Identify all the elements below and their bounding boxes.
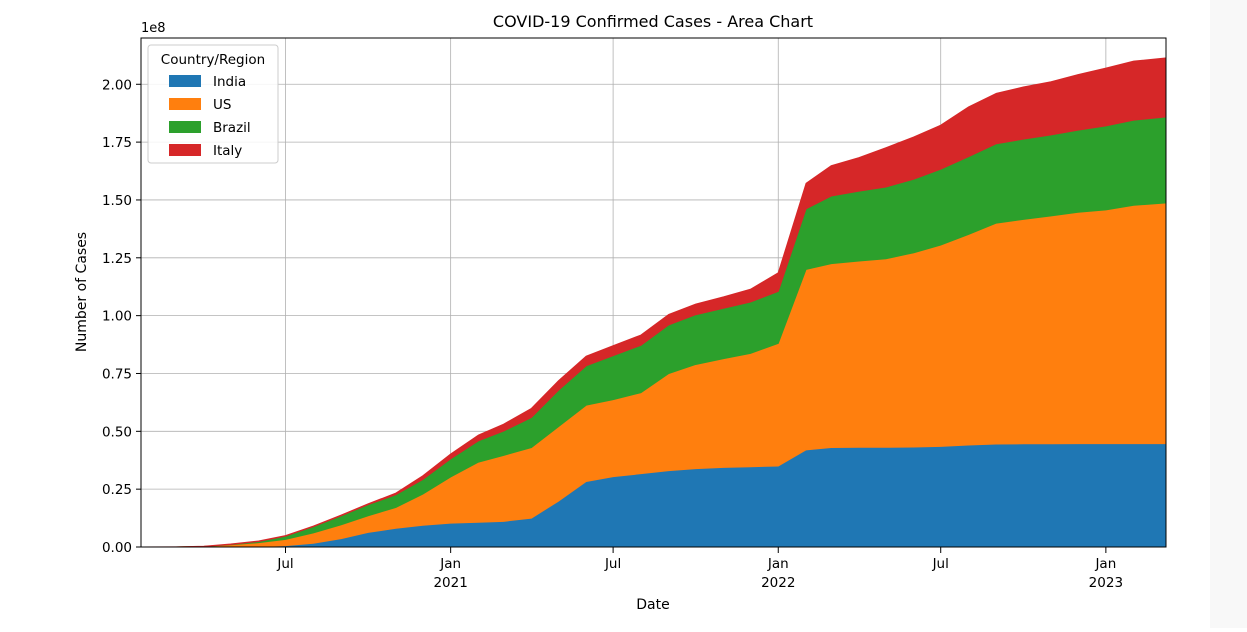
legend-title: Country/Region <box>161 52 265 68</box>
x-tick-year-label: 2023 <box>1089 575 1123 591</box>
legend-swatch-india <box>169 75 201 87</box>
y-tick-label: 1.00 <box>102 309 132 325</box>
x-tick-label: Jan <box>767 556 789 572</box>
x-tick-label: Jan <box>439 556 461 572</box>
y-axis-ticks: 0.00 0.25 0.50 0.75 1.00 1.25 1.50 1.75 2.00 <box>102 77 141 556</box>
legend: Country/Region India US Brazil Italy <box>147 44 279 164</box>
right-margin-strip <box>1210 0 1247 628</box>
x-axis-ticks: Jul Jan 2021 Jul Jan 2022 Jul Jan 2023 <box>276 547 1123 591</box>
x-tick-label: Jul <box>276 556 293 572</box>
y-tick-label: 0.75 <box>102 366 132 382</box>
y-tick-label: 1.75 <box>102 135 132 151</box>
area-series-layer <box>140 57 1167 548</box>
legend-label-brazil: Brazil <box>213 120 251 136</box>
legend-items: India US Brazil Italy <box>169 74 251 159</box>
legend-swatch-italy <box>169 144 201 156</box>
x-axis-label: Date <box>636 597 669 613</box>
legend-label-us: US <box>213 97 231 113</box>
x-tick-year-label: 2021 <box>433 575 467 591</box>
legend-box <box>147 44 279 164</box>
x-tick-year-label: 2022 <box>761 575 795 591</box>
legend-label-india: India <box>213 74 246 90</box>
plot-frame <box>140 37 1167 548</box>
y-axis-label: Number of Cases <box>74 232 90 352</box>
x-tick-label: Jul <box>604 556 621 572</box>
legend-label-italy: Italy <box>213 143 242 159</box>
x-tick-label: Jul <box>932 556 949 572</box>
y-axis-offset-label: 1e8 <box>141 21 166 36</box>
legend-swatch-brazil <box>169 121 201 133</box>
y-tick-label: 0.00 <box>102 540 132 556</box>
y-tick-label: 2.00 <box>102 77 132 93</box>
chart-title: COVID-19 Confirmed Cases - Area Chart <box>493 12 813 31</box>
y-tick-label: 0.25 <box>102 482 132 498</box>
legend-swatch-us <box>169 98 201 110</box>
y-tick-label: 1.25 <box>102 251 132 267</box>
y-tick-label: 0.50 <box>102 424 132 440</box>
y-tick-label: 1.50 <box>102 193 132 209</box>
x-tick-label: Jan <box>1094 556 1116 572</box>
